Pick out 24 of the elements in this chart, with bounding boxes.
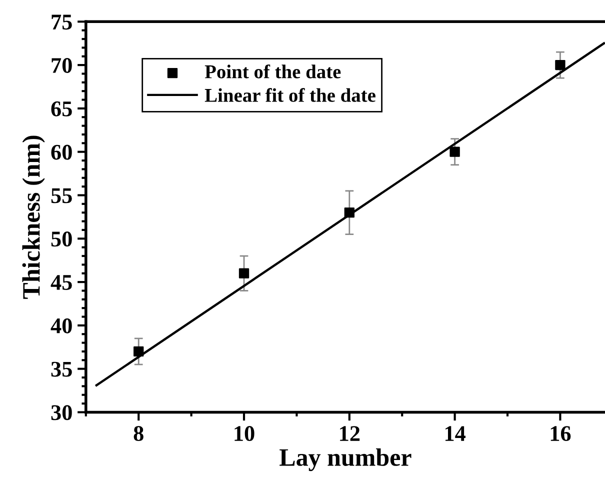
y-tick-label: 65 (51, 101, 72, 116)
y-tick-label: 60 (51, 144, 72, 160)
x-tick-label: 10 (234, 426, 254, 442)
x-tick-label: 12 (340, 426, 360, 441)
legend-label: Point of the date (204, 64, 341, 78)
y-tick-label: 45 (50, 275, 72, 290)
point (555, 60, 566, 70)
point (450, 146, 460, 157)
y-tick-label: 55 (51, 188, 72, 204)
x-tick-label: 14 (445, 426, 466, 441)
point (344, 208, 354, 218)
y-tick-label: 75 (52, 14, 72, 30)
x-axis-title: Lay number (280, 448, 412, 472)
y-tick-label: 50 (51, 232, 72, 247)
x-tick-label: 16 (550, 426, 571, 442)
point (134, 346, 144, 357)
legend-label: Linear fit of the date (204, 88, 376, 102)
x-tick-label: 8 (134, 426, 144, 442)
y-tick-label: 40 (50, 318, 72, 334)
y-axis-title: Thickness (nm) (22, 136, 45, 299)
y-tick-label: 35 (51, 362, 72, 377)
y-tick-label: 70 (52, 58, 72, 73)
point (238, 268, 250, 278)
y-tick-label: 30 (51, 405, 72, 420)
